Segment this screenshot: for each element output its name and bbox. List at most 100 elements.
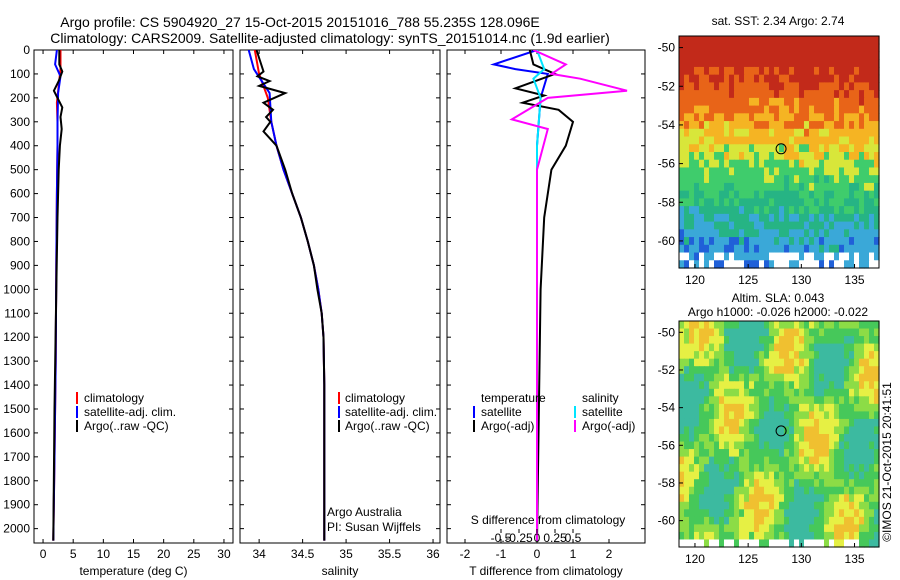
- field-cell: [719, 159, 725, 169]
- field-cell: [764, 441, 770, 450]
- field-cell: [814, 213, 820, 223]
- field-cell: [789, 373, 795, 382]
- field-cell: [809, 128, 815, 138]
- field-cell: [864, 244, 870, 254]
- field-cell: [874, 501, 880, 510]
- field-cell: [714, 418, 720, 428]
- field-cell: [694, 198, 700, 207]
- field-cell: [684, 418, 690, 428]
- field-cell: [804, 449, 810, 458]
- field-cell: [704, 90, 710, 99]
- field-cell: [869, 434, 875, 443]
- field-cell: [729, 36, 735, 45]
- field-cell: [789, 441, 795, 450]
- field-cell: [749, 441, 755, 450]
- field-cell: [864, 59, 870, 68]
- field-cell: [874, 456, 880, 465]
- field-cell: [699, 464, 705, 473]
- field-cell: [799, 190, 805, 199]
- field-cell: [754, 524, 760, 533]
- field-cell: [799, 336, 805, 345]
- field-cell: [824, 159, 830, 169]
- field-cell: [724, 97, 730, 107]
- field-cell: [709, 128, 715, 138]
- field-cell: [779, 221, 785, 230]
- field-cell: [754, 516, 760, 525]
- field-cell: [744, 74, 750, 83]
- field-cell: [729, 471, 735, 480]
- field-cell: [869, 456, 875, 465]
- field-cell: [694, 237, 700, 246]
- field-cell: [814, 343, 820, 352]
- field-cell: [714, 321, 720, 330]
- field-cell: [724, 152, 730, 161]
- field-cell: [749, 198, 755, 207]
- field-cell: [859, 418, 865, 428]
- field-cell: [764, 381, 770, 390]
- field-cell: [844, 213, 850, 223]
- field-cell: [754, 113, 760, 122]
- field-cell: [734, 358, 740, 367]
- field-cell: [774, 182, 780, 192]
- field-cell: [694, 321, 700, 330]
- field-cell: [719, 479, 725, 488]
- field-cell: [799, 198, 805, 207]
- field-cell: [739, 136, 745, 145]
- field-cell: [744, 59, 750, 68]
- field-cell: [834, 328, 840, 337]
- field-cell: [814, 434, 820, 443]
- color-field: [679, 36, 880, 269]
- field-cell: [724, 381, 730, 390]
- field-cell: [764, 373, 770, 382]
- field-cell: [754, 190, 760, 199]
- field-cell: [809, 418, 815, 428]
- field-cell: [794, 175, 800, 184]
- field-cell: [839, 494, 845, 503]
- field-cell: [804, 113, 810, 122]
- field-cell: [829, 244, 835, 254]
- field-cell: [799, 82, 805, 91]
- field-cell: [859, 260, 865, 269]
- field-cell: [839, 144, 845, 153]
- field-cell: [729, 418, 735, 428]
- field-cell: [869, 373, 875, 382]
- header-line2: Climatology: CARS2009. Satellite-adjuste…: [50, 30, 610, 46]
- field-cell: [734, 182, 740, 192]
- field-cell: [849, 516, 855, 525]
- field-cell: [744, 434, 750, 443]
- field-cell: [779, 441, 785, 450]
- field-cell: [704, 175, 710, 184]
- field-cell: [774, 524, 780, 533]
- field-cell: [724, 449, 730, 458]
- field-cell: [719, 190, 725, 199]
- field-cell: [779, 449, 785, 458]
- field-cell: [734, 36, 740, 45]
- field-cell: [834, 464, 840, 473]
- field-cell: [799, 136, 805, 145]
- field-cell: [729, 51, 735, 60]
- field-cell: [844, 252, 850, 261]
- field-cell: [734, 260, 740, 269]
- legend-label-satellite: satellite-adj. clim.: [345, 405, 437, 419]
- field-cell: [739, 366, 745, 375]
- field-cell: [849, 403, 855, 412]
- field-cell: [834, 336, 840, 345]
- field-cell: [689, 381, 695, 390]
- field-cell: [744, 206, 750, 215]
- field-cell: [709, 74, 715, 83]
- field-cell: [864, 479, 870, 488]
- field-cell: [759, 59, 765, 68]
- field-cell: [844, 471, 850, 480]
- field-cell: [799, 229, 805, 238]
- field-cell: [829, 411, 835, 420]
- depth-tick-label: 1800: [3, 474, 30, 488]
- field-cell: [734, 175, 740, 184]
- field-cell: [709, 59, 715, 68]
- field-cell: [724, 244, 730, 254]
- field-cell: [799, 456, 805, 465]
- legend-label-satellite: satellite-adj. clim.: [84, 405, 176, 419]
- field-cell: [859, 97, 865, 107]
- field-cell: [754, 441, 760, 450]
- field-cell: [679, 167, 685, 176]
- field-cell: [704, 486, 710, 495]
